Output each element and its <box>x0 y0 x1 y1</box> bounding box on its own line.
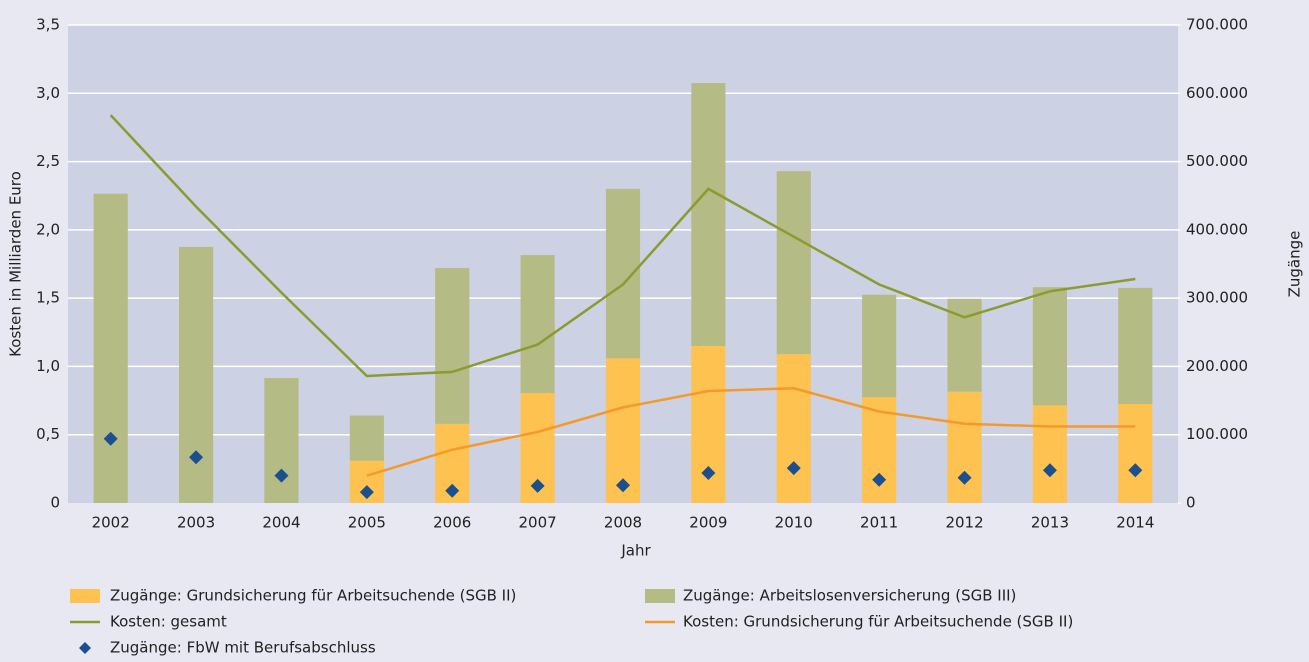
y2-axis-label: Zugänge <box>1286 231 1304 298</box>
y2-tick-label: 400.000 <box>1186 220 1248 238</box>
y-tick-label: 1,5 <box>36 289 60 307</box>
x-tick-label: 2005 <box>348 514 386 532</box>
x-tick-label: 2010 <box>775 514 813 532</box>
y-tick-label: 2,0 <box>36 220 60 238</box>
diamond-marker <box>1128 463 1143 478</box>
bar <box>264 378 299 503</box>
bar <box>691 83 726 346</box>
y2-tick-label: 500.000 <box>1186 152 1248 170</box>
y2-tick-label: 600.000 <box>1186 84 1248 102</box>
x-tick-label: 2014 <box>1116 514 1154 532</box>
legend-swatch <box>79 642 91 654</box>
bar <box>1032 405 1067 503</box>
diamond-marker <box>616 478 630 493</box>
bar <box>776 171 811 355</box>
bar <box>947 391 982 503</box>
bar <box>1118 403 1153 503</box>
diamond-marker <box>872 472 887 487</box>
diamond-marker <box>103 431 118 446</box>
x-tick-label: 2011 <box>860 514 898 532</box>
legend-swatch <box>645 589 675 603</box>
bar <box>179 246 214 503</box>
diamond-marker <box>359 485 374 500</box>
bar <box>862 294 897 398</box>
legend-swatch <box>70 589 100 603</box>
diamond-marker <box>701 465 716 480</box>
y2-tick-label: 0 <box>1186 494 1196 512</box>
diamond-marker <box>189 450 204 465</box>
y2-tick-label: 200.000 <box>1186 357 1248 375</box>
bar <box>349 415 384 461</box>
legend-label: Kosten: gesamt <box>110 613 227 631</box>
x-tick-label: 2013 <box>1031 514 1069 532</box>
legend-label: Zugänge: Grundsicherung für Arbeitsuchen… <box>110 587 516 605</box>
bar <box>605 188 641 359</box>
diamond-marker <box>274 468 289 483</box>
y-tick-label: 2,5 <box>36 152 60 170</box>
y-tick-label: 3,0 <box>36 84 60 102</box>
bar <box>1118 287 1153 404</box>
x-tick-label: 2012 <box>945 514 983 532</box>
y-tick-label: 1,0 <box>36 357 60 375</box>
x-tick-label: 2009 <box>689 514 727 532</box>
line <box>109 114 1136 378</box>
y2-tick-label: 300.000 <box>1186 289 1248 307</box>
y2-tick-label: 700.000 <box>1186 16 1248 34</box>
x-tick-label: 2004 <box>262 514 300 532</box>
x-axis-label: Jahr <box>620 542 651 560</box>
bar <box>776 354 811 503</box>
legend-label: Zugänge: Arbeitslosenversicherung (SGB I… <box>683 587 1016 605</box>
bar <box>520 255 555 394</box>
x-tick-label: 2008 <box>604 514 642 532</box>
diamond-marker <box>1042 463 1057 478</box>
line <box>366 387 1136 477</box>
x-tick-label: 2003 <box>177 514 215 532</box>
y2-tick-label: 100.000 <box>1186 425 1248 443</box>
bar <box>93 193 128 503</box>
diamond-marker <box>786 461 801 476</box>
legend-label: Zugänge: FbW mit Berufsabschluss <box>110 639 376 657</box>
x-tick-label: 2002 <box>92 514 130 532</box>
y-tick-label: 0,5 <box>36 425 60 443</box>
bar <box>435 268 470 424</box>
y-tick-label: 3,5 <box>36 16 60 34</box>
diamond-marker <box>530 478 545 493</box>
y-tick-label: 0 <box>50 494 60 512</box>
diamond-marker <box>957 470 972 485</box>
x-tick-label: 2007 <box>519 514 557 532</box>
diamond-marker <box>445 483 460 498</box>
bar <box>1032 287 1067 406</box>
y-axis-label: Kosten in Milliarden Euro <box>7 171 25 357</box>
x-tick-label: 2006 <box>433 514 471 532</box>
legend-label: Kosten: Grundsicherung für Arbeitsuchend… <box>683 613 1073 631</box>
